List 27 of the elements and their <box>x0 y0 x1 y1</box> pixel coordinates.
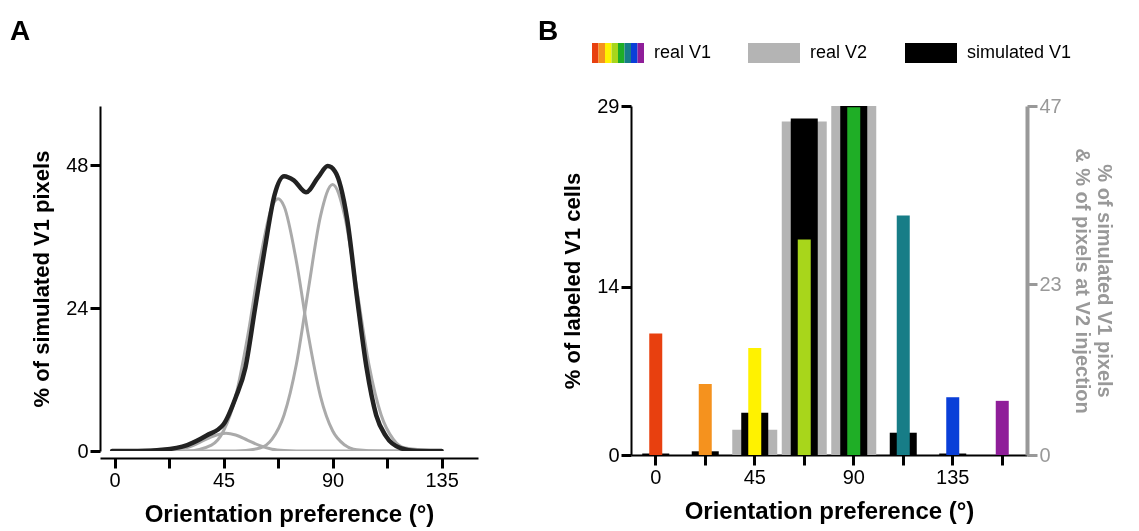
x-tick-label: 90 <box>842 465 865 488</box>
y2-axis-title: % of simulated V1 pixels & % of pixels at V2 injection <box>1071 148 1116 414</box>
y-tick-label: 48 <box>66 153 89 176</box>
y-axis-title: % of labeled V1 cells <box>560 172 586 390</box>
y-tick-label: 0 <box>77 439 89 462</box>
y-axis-title: % of simulated V1 pixels <box>29 150 55 408</box>
y-tick-label: 14 <box>597 275 620 298</box>
x-axis-title: Orientation preference (°) <box>684 496 975 524</box>
y2-tick-label: 0 <box>1039 443 1051 466</box>
x-tick-label: 90 <box>321 468 345 491</box>
legend-label: real V2 <box>810 42 868 62</box>
x-tick-label: 45 <box>743 465 766 488</box>
x-tick-label: 135 <box>425 468 459 491</box>
x-axis-title: Orientation preference (°) <box>144 499 435 527</box>
y-tick-label: 24 <box>66 296 89 319</box>
y2-tick-label: 47 <box>1039 94 1062 117</box>
legend-label: simulated V1 <box>967 42 1072 62</box>
y-tick-label: 29 <box>597 94 620 117</box>
chart-title: B <box>538 15 559 46</box>
y-tick-label: 0 <box>608 443 620 466</box>
y2-tick-label: 23 <box>1039 272 1062 295</box>
x-tick-label: 0 <box>109 468 121 491</box>
x-tick-label: 45 <box>212 468 236 491</box>
x-tick-label: 0 <box>650 465 662 488</box>
chart-title: A <box>10 15 31 46</box>
x-tick-label: 135 <box>936 465 970 488</box>
legend-label: real V1 <box>654 42 712 62</box>
